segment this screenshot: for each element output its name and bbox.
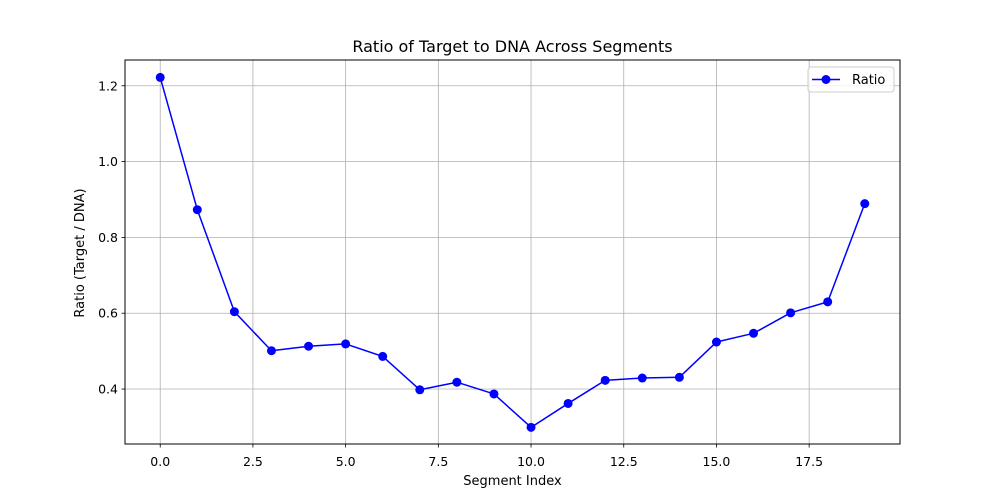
data-point	[155, 72, 165, 82]
data-point	[266, 346, 276, 356]
data-point	[600, 375, 610, 385]
data-point	[304, 341, 314, 351]
y-tick-label: 1.0	[98, 154, 118, 169]
x-tick-label: 10.0	[517, 454, 545, 469]
x-tick-label: 7.5	[428, 454, 448, 469]
x-tick-label: 15.0	[703, 454, 731, 469]
plot-area-frame	[124, 59, 901, 445]
legend-box	[807, 66, 895, 93]
y-tick-label: 0.4	[98, 382, 118, 397]
x-tick-label: 17.5	[795, 454, 823, 469]
x-tick-label: 0.0	[150, 454, 170, 469]
chart-title: Ratio of Target to DNA Across Segments	[352, 37, 672, 56]
y-tick-label: 1.2	[98, 78, 118, 93]
x-tick-label: 12.5	[610, 454, 638, 469]
y-axis-label: Ratio (Target / DNA)	[73, 188, 88, 317]
x-tick-label: 2.5	[243, 454, 263, 469]
data-point	[786, 308, 796, 318]
grid-lines	[125, 60, 900, 444]
data-point	[749, 328, 759, 338]
data-point	[415, 385, 425, 395]
data-point	[229, 307, 239, 317]
data-point	[489, 389, 499, 399]
x-axis-label: Segment Index	[463, 474, 562, 489]
data-point	[860, 199, 870, 209]
legend-label: Ratio	[852, 73, 885, 88]
axis-ticks: 0.0 2.5 5.0 7.5 10.0 12.5 15.0 17.5 0.4 0.6 0.8 1.0…	[98, 78, 823, 469]
x-tick-label: 5.0	[336, 454, 356, 469]
data-point	[563, 398, 573, 408]
data-point	[674, 372, 684, 382]
y-tick-label: 0.6	[98, 306, 118, 321]
series-layer	[155, 72, 870, 432]
data-point	[378, 351, 388, 361]
data-point	[823, 297, 833, 307]
series-line	[159, 77, 866, 429]
data-point	[341, 339, 351, 349]
data-point	[192, 205, 202, 215]
data-point	[526, 422, 536, 432]
data-point	[637, 373, 647, 383]
chart-legend: Ratio	[807, 66, 895, 93]
y-tick-label: 0.8	[98, 230, 118, 245]
legend-marker-swatch	[821, 75, 831, 84]
data-point	[711, 337, 721, 347]
data-point	[452, 377, 462, 387]
